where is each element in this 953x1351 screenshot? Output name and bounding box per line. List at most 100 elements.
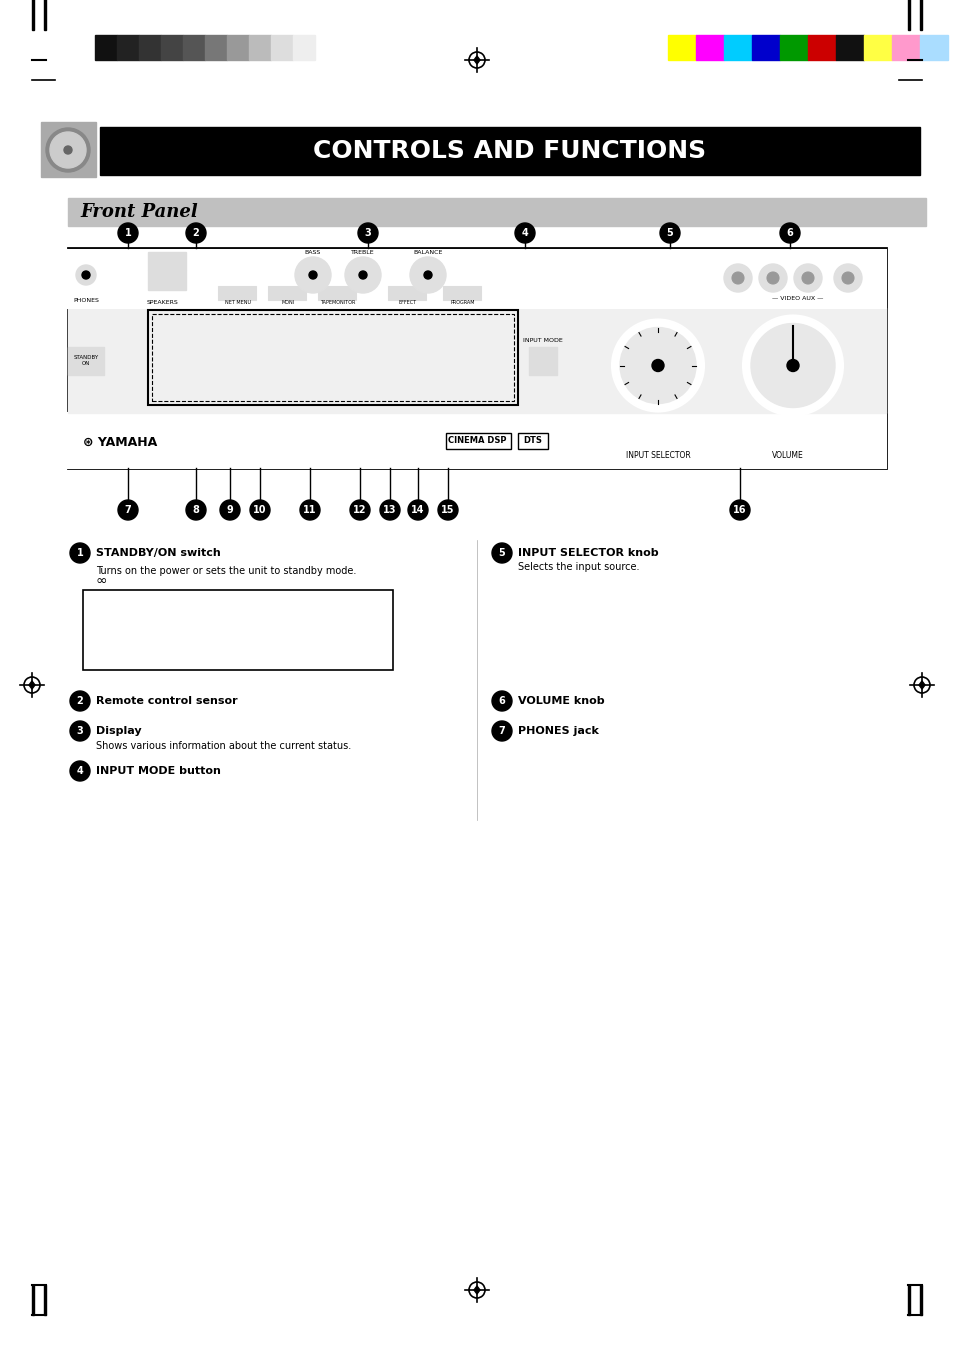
Text: 3: 3 <box>76 725 83 736</box>
Bar <box>148 309 517 405</box>
Bar <box>32 1285 34 1315</box>
Circle shape <box>294 257 331 293</box>
Circle shape <box>766 272 779 284</box>
Bar <box>723 35 751 59</box>
Circle shape <box>659 223 679 243</box>
Text: Remote control sensor: Remote control sensor <box>96 696 237 707</box>
Bar <box>41 122 96 177</box>
Text: BASS: BASS <box>305 250 321 255</box>
Polygon shape <box>474 1286 479 1294</box>
Bar <box>68 249 885 467</box>
Text: Front Panel: Front Panel <box>80 203 197 222</box>
Text: 12: 12 <box>353 505 366 515</box>
Circle shape <box>729 500 749 520</box>
Text: NET MENU: NET MENU <box>225 300 251 304</box>
Circle shape <box>46 128 90 172</box>
Bar <box>205 35 227 59</box>
Circle shape <box>250 500 270 520</box>
Circle shape <box>309 272 316 280</box>
Circle shape <box>345 257 380 293</box>
Bar <box>271 35 293 59</box>
Text: DTS: DTS <box>522 436 541 444</box>
Text: 6: 6 <box>498 696 505 707</box>
Text: 9: 9 <box>227 505 233 515</box>
Bar <box>718 250 877 304</box>
Circle shape <box>515 223 535 243</box>
Circle shape <box>379 500 399 520</box>
Bar <box>293 35 314 59</box>
Text: ⊛ YAMAHA: ⊛ YAMAHA <box>83 436 157 449</box>
Circle shape <box>723 263 751 292</box>
Text: STANDBY
ON: STANDBY ON <box>73 355 98 366</box>
Circle shape <box>76 265 96 285</box>
Circle shape <box>492 690 512 711</box>
Text: 1: 1 <box>125 228 132 238</box>
Text: 1: 1 <box>76 549 83 558</box>
Text: VOLUME knob: VOLUME knob <box>517 696 604 707</box>
Text: Turns on the power or sets the unit to standby mode.: Turns on the power or sets the unit to s… <box>96 566 356 576</box>
Circle shape <box>841 272 853 284</box>
Bar <box>863 35 891 59</box>
Bar <box>696 35 723 59</box>
Text: Selects the input source.: Selects the input source. <box>517 562 639 571</box>
Bar <box>891 35 919 59</box>
Text: 2: 2 <box>76 696 83 707</box>
Text: Shows various information about the current status.: Shows various information about the curr… <box>96 740 351 751</box>
Text: VOLUME: VOLUME <box>771 451 803 461</box>
Bar <box>446 432 511 449</box>
Text: 14: 14 <box>411 505 424 515</box>
Polygon shape <box>29 681 35 689</box>
Text: 16: 16 <box>733 505 746 515</box>
Text: PHONES: PHONES <box>73 297 99 303</box>
Bar <box>68 308 885 413</box>
Text: INPUT MODE button: INPUT MODE button <box>96 766 221 775</box>
Circle shape <box>357 223 377 243</box>
Circle shape <box>408 500 428 520</box>
Bar <box>268 286 306 300</box>
Text: 6: 6 <box>786 228 793 238</box>
Circle shape <box>833 263 862 292</box>
Polygon shape <box>918 681 924 689</box>
Circle shape <box>786 359 799 372</box>
Circle shape <box>70 543 90 563</box>
Text: TREBLE: TREBLE <box>351 250 375 255</box>
Circle shape <box>70 721 90 740</box>
Text: BALANCE: BALANCE <box>413 250 442 255</box>
Text: 15: 15 <box>441 505 455 515</box>
Bar <box>919 35 947 59</box>
Circle shape <box>82 272 90 280</box>
Text: 4: 4 <box>76 766 83 775</box>
Text: 7: 7 <box>498 725 505 736</box>
Text: 7: 7 <box>125 505 132 515</box>
Bar <box>835 35 863 59</box>
Circle shape <box>619 327 696 404</box>
Polygon shape <box>474 55 479 63</box>
Circle shape <box>759 263 786 292</box>
Text: INPUT MODE: INPUT MODE <box>522 338 562 343</box>
Text: 5: 5 <box>498 549 505 558</box>
Circle shape <box>742 316 842 416</box>
Text: Display: Display <box>96 725 141 736</box>
Circle shape <box>358 272 367 280</box>
Bar <box>529 346 557 374</box>
Bar <box>807 35 835 59</box>
Text: EFFECT: EFFECT <box>398 300 416 304</box>
Text: PROGRAM: PROGRAM <box>450 300 475 304</box>
Bar <box>751 35 780 59</box>
Text: 3: 3 <box>364 228 371 238</box>
Circle shape <box>651 359 663 372</box>
Text: CONTROLS AND FUNCTIONS: CONTROLS AND FUNCTIONS <box>314 139 706 163</box>
Text: 5: 5 <box>666 228 673 238</box>
Bar <box>68 346 104 374</box>
Circle shape <box>70 690 90 711</box>
Bar <box>780 35 807 59</box>
Bar <box>667 35 696 59</box>
Circle shape <box>64 146 71 154</box>
Bar <box>139 35 161 59</box>
Circle shape <box>118 500 138 520</box>
Bar <box>907 1285 909 1315</box>
Circle shape <box>118 223 138 243</box>
Bar <box>919 0 921 30</box>
Circle shape <box>801 272 813 284</box>
Circle shape <box>350 500 370 520</box>
